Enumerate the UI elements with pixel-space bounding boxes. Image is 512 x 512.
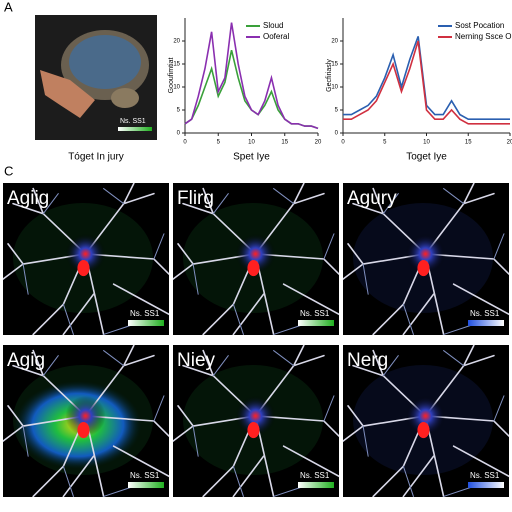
scale-label: Ns. SS1 [300, 471, 330, 480]
y-tick-label: 0 [177, 131, 181, 137]
y-tick-label: 15 [173, 62, 180, 68]
x-tick-label: 15 [281, 140, 288, 146]
x-tick-label: 0 [341, 140, 345, 146]
y-tick-label: 10 [173, 85, 180, 91]
legend-label: Ooferal [263, 32, 289, 41]
neuron-title: Agig [7, 350, 45, 371]
x-tick-label: 15 [465, 140, 472, 146]
x-axis-label: Spet Iye [233, 152, 270, 163]
series-line [184, 22, 319, 130]
neuron-image: Agiig Ns. SS1 [3, 183, 169, 335]
series-line [184, 50, 319, 130]
scale-label: Ns. SS1 [130, 471, 160, 480]
legend-label: Sloud [263, 21, 283, 30]
x-tick-label: 5 [217, 140, 221, 146]
x-axis-label: Toget Iye [406, 152, 447, 163]
neuron-title: Niey [177, 350, 216, 371]
panel-label: A [4, 0, 13, 14]
series-line [343, 40, 510, 125]
neuron-image: Niey Ns. SS1 [173, 345, 339, 497]
neuron-image: Agig Ns. SS1 [3, 345, 169, 497]
y-tick-label: 5 [335, 108, 339, 114]
image-caption: Tóget In jury [68, 152, 124, 163]
neuron-image: Nerg Ns. SS1 [343, 345, 509, 497]
y-axis-label: Gooufimtiat [168, 58, 175, 94]
legend-label: Nerning Ssce O [455, 32, 511, 41]
y-tick-label: 20 [173, 39, 180, 45]
scale-label: Ns. SS1 [120, 118, 146, 125]
x-tick-label: 10 [248, 140, 255, 146]
x-tick-label: 5 [383, 140, 387, 146]
y-axis-label: Gecfiriasly [326, 59, 333, 92]
y-tick-label: 20 [331, 39, 338, 45]
scale-label: Ns. SS1 [300, 309, 330, 318]
scale-label: Ns. SS1 [470, 309, 500, 318]
y-tick-label: 10 [331, 85, 338, 91]
scale-label: Ns. SS1 [470, 471, 500, 480]
neuron-title: Nerg [347, 350, 388, 371]
y-tick-label: 15 [331, 62, 338, 68]
x-tick-label: 10 [423, 140, 430, 146]
neuron-title: Agiig [7, 188, 49, 209]
legend-label: Sost Pocation [455, 21, 504, 30]
x-tick-label: 20 [315, 140, 322, 146]
neuron-image: Agury Ns. SS1 [343, 183, 509, 335]
brain-image: Ns. SS1 [35, 15, 157, 140]
y-tick-label: 5 [177, 108, 181, 114]
x-tick-label: 0 [183, 140, 187, 146]
panel-label: C [4, 163, 13, 178]
scale-label: Ns. SS1 [130, 309, 160, 318]
neuron-title: Flirg [177, 188, 214, 209]
neuron-title: Agury [347, 188, 397, 209]
y-tick-label: 0 [335, 131, 339, 137]
neuron-image: Flirg Ns. SS1 [173, 183, 339, 335]
x-tick-label: 20 [507, 140, 512, 146]
